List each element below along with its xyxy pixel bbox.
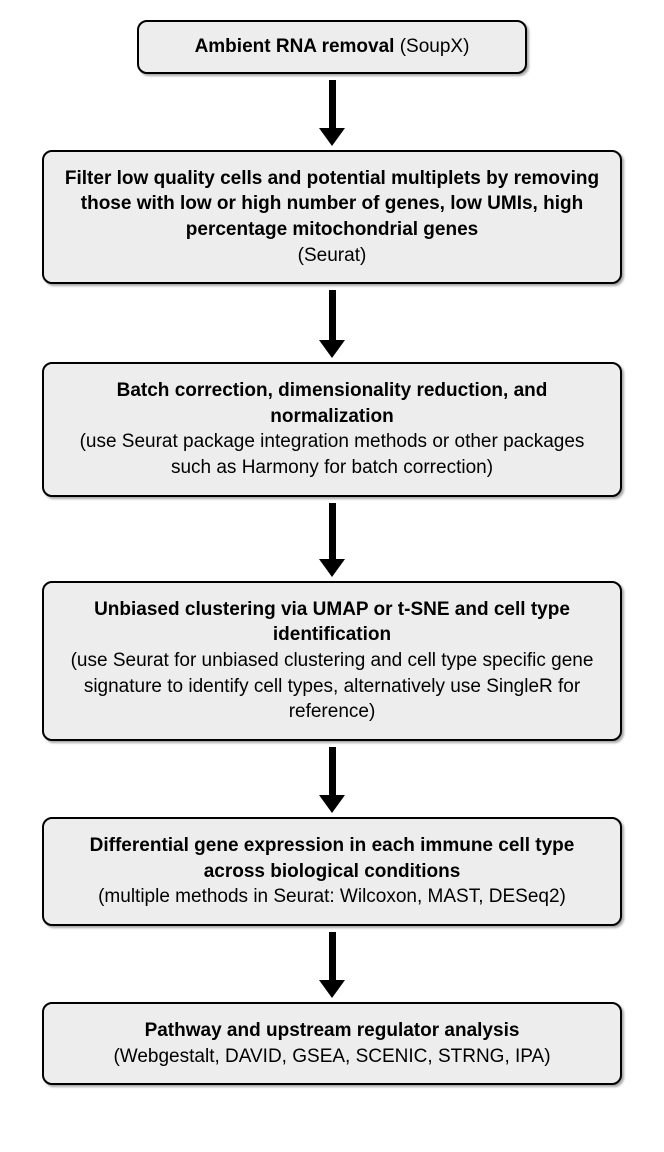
flowchart-container: Ambient RNA removal (SoupX) Filter low qu… (0, 0, 664, 1105)
node-plain-text: (use Seurat for unbiased clustering and … (71, 650, 594, 722)
arrow-shaft (329, 290, 336, 340)
arrow-shaft (329, 80, 336, 128)
node-bold-text: Pathway and upstream regulator analysis (145, 1020, 520, 1041)
node-bold-text: Ambient RNA removal (195, 36, 400, 57)
arrow-shaft (329, 503, 336, 559)
node-plain-text: (use Seurat package integration methods … (80, 431, 585, 478)
node-bold-text: Filter low quality cells and potential m… (65, 168, 599, 240)
arrow-head-icon (319, 980, 345, 998)
arrow-head-icon (319, 559, 345, 577)
node-plain-text: (multiple methods in Seurat: Wilcoxon, M… (98, 886, 566, 907)
arrow-head-icon (319, 128, 345, 146)
flowchart-node-step4: Unbiased clustering via UMAP or t-SNE an… (42, 581, 622, 741)
arrow-shaft (329, 747, 336, 795)
node-plain-text: (Webgestalt, DAVID, GSEA, SCENIC, STRNG,… (113, 1046, 550, 1067)
flowchart-node-step1: Ambient RNA removal (SoupX) (137, 20, 527, 74)
node-plain-text: (SoupX) (400, 36, 470, 57)
node-plain-text: (Seurat) (298, 245, 367, 266)
arrow-head-icon (319, 340, 345, 358)
flowchart-node-step3: Batch correction, dimensionality reducti… (42, 362, 622, 497)
flowchart-arrow (319, 503, 345, 577)
arrow-head-icon (319, 795, 345, 813)
flowchart-arrow (319, 747, 345, 813)
node-bold-text: Batch correction, dimensionality reducti… (117, 380, 548, 427)
flowchart-node-step5: Differential gene expression in each imm… (42, 817, 622, 926)
node-bold-text: Differential gene expression in each imm… (90, 835, 575, 882)
flowchart-node-step2: Filter low quality cells and potential m… (42, 150, 622, 285)
flowchart-arrow (319, 932, 345, 998)
arrow-shaft (329, 932, 336, 980)
flowchart-node-step6: Pathway and upstream regulator analysis (… (42, 1002, 622, 1085)
node-bold-text: Unbiased clustering via UMAP or t-SNE an… (94, 599, 570, 646)
flowchart-arrow (319, 290, 345, 358)
flowchart-arrow (319, 80, 345, 146)
